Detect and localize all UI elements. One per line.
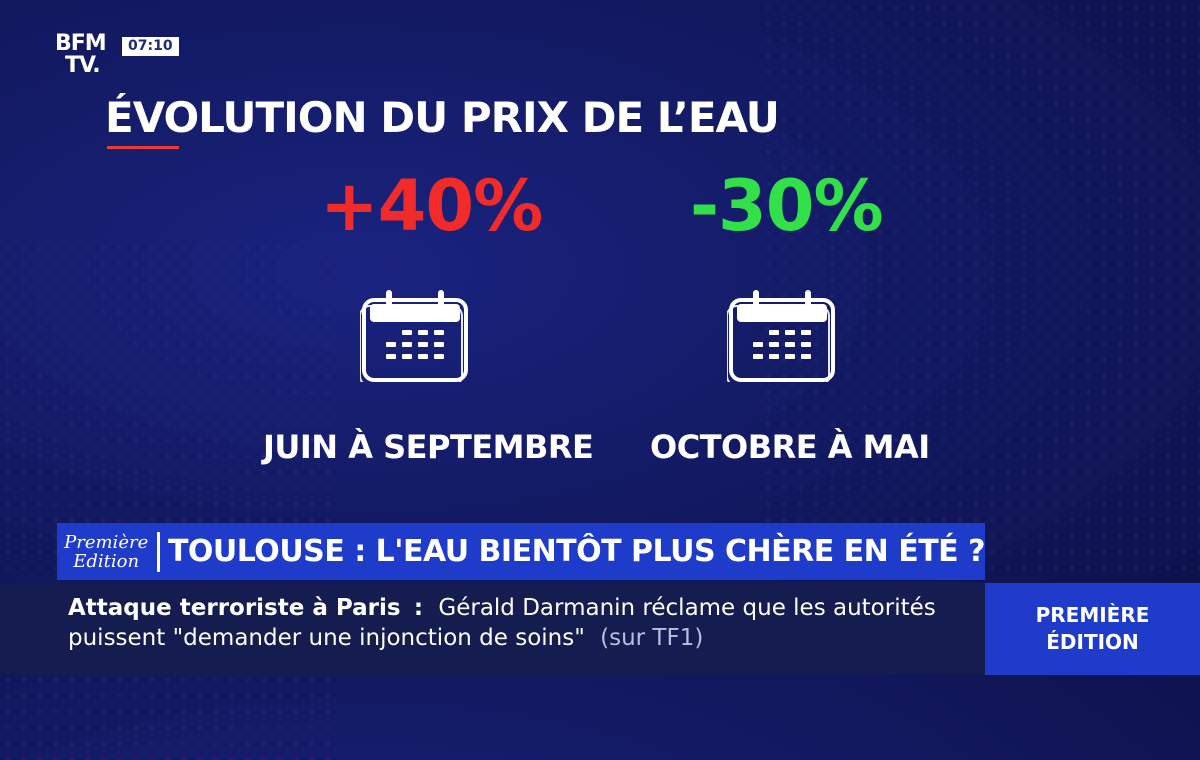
show-logo-line2: Edition (73, 550, 140, 572)
channel-logo-line2: TV. (65, 53, 101, 78)
side-badge: PREMIÈRE ÉDITION (985, 583, 1200, 675)
calendar-icon (360, 290, 468, 382)
side-badge-line2: ÉDITION (1046, 630, 1139, 654)
ticker-topic: Attaque terroriste à Paris (68, 595, 401, 621)
calendar-icon (727, 290, 835, 382)
show-logo-line1: Première (64, 531, 149, 553)
ticker-text-line1: Gérald Darmanin réclame que les autorité… (438, 595, 936, 621)
decrease-value: -30% (690, 165, 884, 247)
infographic-title: ÉVOLUTION DU PRIX DE L’EAU (105, 93, 780, 142)
dot-pattern-left (0, 240, 330, 760)
channel-logo: BFM TV. (55, 31, 107, 78)
ticker-line2: puissent "demander une injonction de soi… (68, 625, 703, 651)
show-logo: Première Edition (61, 527, 151, 577)
period-summer: JUIN À SEPTEMBRE (263, 428, 594, 466)
dot-pattern-right (760, 0, 1200, 600)
ticker-separator: : (413, 595, 424, 621)
title-underline (107, 146, 179, 149)
clock: 07:10 (122, 37, 179, 56)
side-badge-line1: PREMIÈRE (1035, 603, 1150, 627)
banner-divider (157, 531, 160, 572)
channel-logo-line1: BFM (55, 31, 107, 56)
ticker-line1: Attaque terroriste à Paris : Gérald Darm… (68, 595, 936, 621)
headline: TOULOUSE : L'EAU BIENTÔT PLUS CHÈRE EN É… (167, 534, 986, 569)
ticker-text-line2: puissent "demander une injonction de soi… (68, 625, 585, 651)
increase-value: +40% (320, 165, 543, 247)
period-winter: OCTOBRE À MAI (650, 428, 930, 466)
ticker-source: (sur TF1) (600, 625, 704, 651)
headline-banner: Première Edition TOULOUSE : L'EAU BIENTÔ… (57, 523, 986, 580)
news-ticker: Attaque terroriste à Paris : Gérald Darm… (0, 583, 985, 675)
